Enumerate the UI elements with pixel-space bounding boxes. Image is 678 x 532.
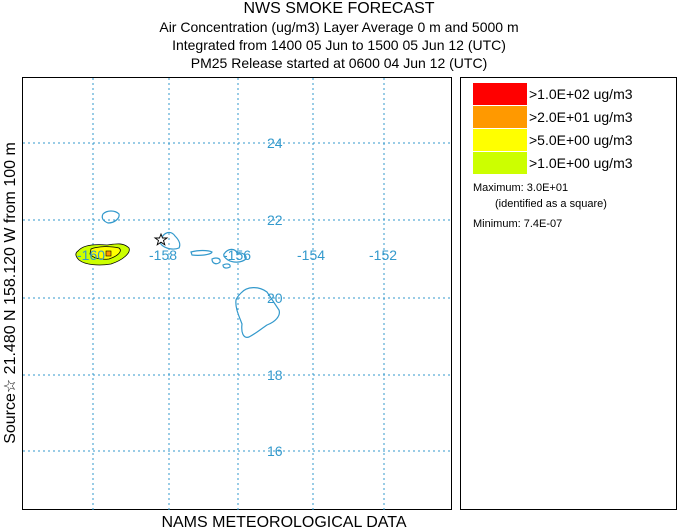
island-oahu — [159, 231, 181, 250]
subtitle-release-start: PM25 Release started at 0600 04 Jun 12 (… — [190, 55, 488, 71]
lat-label-18: 18 — [267, 367, 283, 383]
map-canvas: -160 -158 -156 -154 -152 24 22 20 18 16 — [23, 78, 453, 511]
lon-label-160: -160 — [77, 247, 105, 263]
coastlines — [101, 210, 280, 338]
legend-panel: >1.0E+02 ug/m3 >2.0E+01 ug/m3 >5.0E+00 u… — [460, 77, 677, 510]
legend-swatch-lime — [473, 152, 527, 174]
subtitle-concentration: Air Concentration (ug/m3) Layer Average … — [159, 19, 519, 35]
lon-label-158: -158 — [149, 247, 177, 263]
source-location-label: Source☆ 21.480 N 158.120 W from 100 m — [0, 77, 22, 510]
max-square-icon — [105, 250, 112, 257]
lon-label-156: -156 — [223, 247, 251, 263]
data-source-footer: NAMS METEOROLOGICAL DATA — [161, 514, 407, 531]
plume-contour-mid — [89, 246, 121, 260]
legend-label: >2.0E+01 ug/m3 — [529, 109, 633, 125]
legend-swatch-orange — [473, 106, 527, 128]
grid-labels: -160 -158 -156 -154 -152 24 22 20 18 16 — [77, 135, 397, 459]
lon-label-152: -152 — [369, 247, 397, 263]
legend-label: >1.0E+00 ug/m3 — [529, 155, 633, 171]
island-hawaii — [235, 287, 280, 338]
source-location-text: Source☆ 21.480 N 158.120 W from 100 m — [2, 142, 19, 444]
island-maui — [223, 248, 247, 263]
lat-label-22: 22 — [267, 212, 283, 228]
chart-title: NWS SMOKE FORECAST — [243, 0, 435, 17]
lon-label-154: -154 — [297, 247, 325, 263]
island-lanai — [211, 257, 221, 265]
lat-label-16: 16 — [267, 443, 283, 459]
smoke-plume — [75, 243, 130, 266]
island-niihau — [101, 210, 120, 224]
source-star-icon — [153, 232, 169, 246]
island-molokai — [190, 249, 213, 256]
island-kahoolawe — [222, 263, 231, 269]
legend-swatch-yellow — [473, 129, 527, 151]
legend-maximum-note: (identified as a square) — [495, 198, 607, 210]
subtitle-integration-period: Integrated from 1400 05 Jun to 1500 05 J… — [172, 37, 506, 53]
legend-label: >1.0E+02 ug/m3 — [529, 86, 633, 102]
legend-minimum: Minimum: 7.4E-07 — [473, 218, 563, 230]
legend-swatch-red — [473, 83, 527, 105]
lat-label-24: 24 — [267, 135, 283, 151]
legend-maximum: Maximum: 3.0E+01 — [473, 182, 569, 194]
lat-label-20: 20 — [267, 290, 283, 306]
legend-label: >5.0E+00 ug/m3 — [529, 132, 633, 148]
graticule — [23, 78, 453, 511]
map-panel: -160 -158 -156 -154 -152 24 22 20 18 16 — [22, 77, 453, 511]
